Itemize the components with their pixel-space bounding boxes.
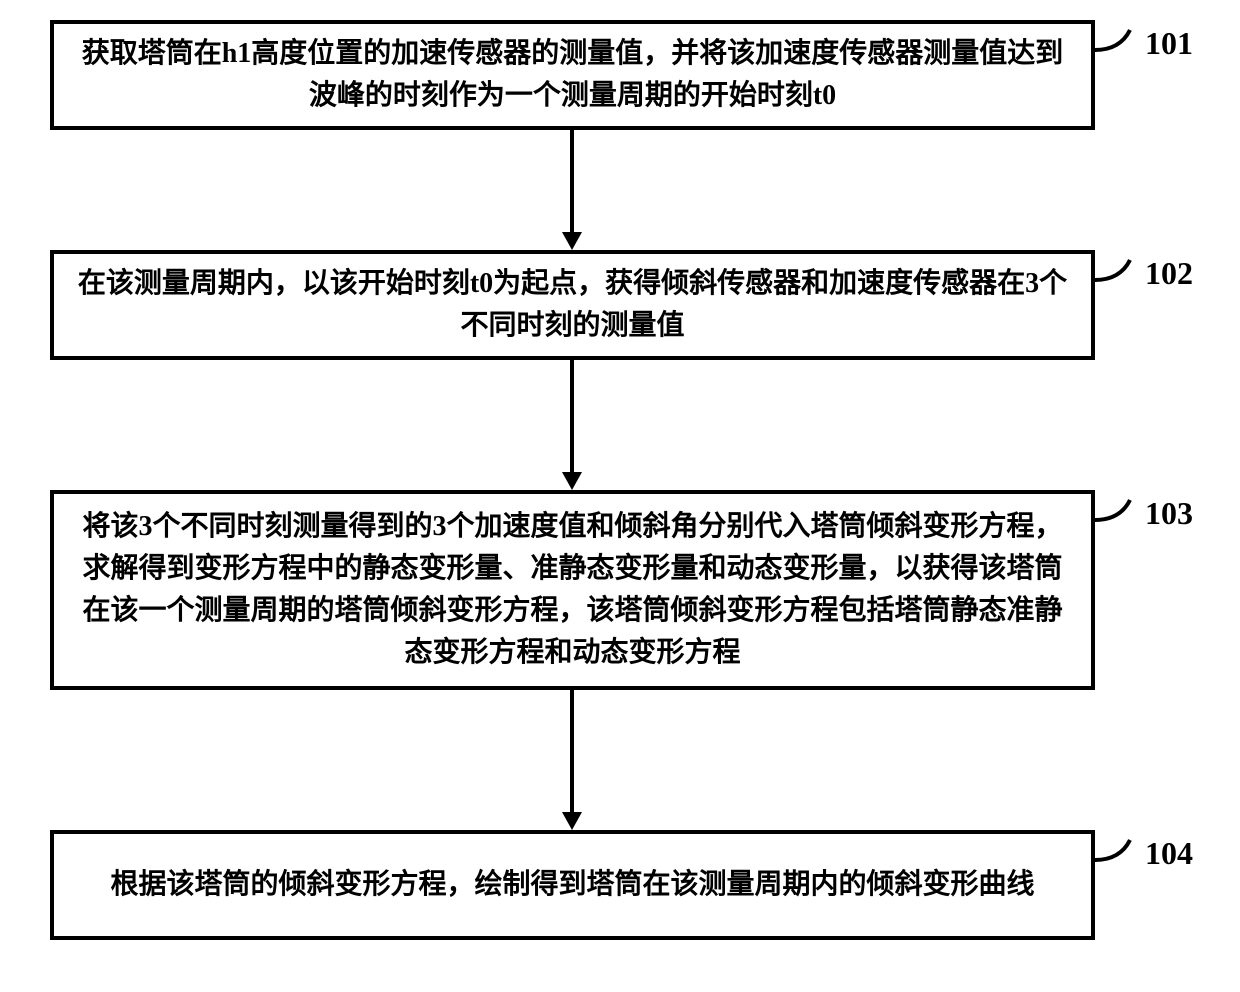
flowchart-container: 获取塔筒在h1高度位置的加速传感器的测量值，并将该加速度传感器测量值达到波峰的时… xyxy=(0,0,1240,992)
step-2-text: 在该测量周期内，以该开始时刻t0为起点，获得倾斜传感器和加速度传感器在3个不同时… xyxy=(74,263,1071,347)
label-connector-1 xyxy=(1095,25,1150,65)
step-1-text: 获取塔筒在h1高度位置的加速传感器的测量值，并将该加速度传感器测量值达到波峰的时… xyxy=(74,33,1071,117)
flowchart-step-4: 根据该塔筒的倾斜变形方程，绘制得到塔筒在该测量周期内的倾斜变形曲线 xyxy=(50,830,1095,940)
arrow-1-line xyxy=(570,130,574,232)
flowchart-step-2: 在该测量周期内，以该开始时刻t0为起点，获得倾斜传感器和加速度传感器在3个不同时… xyxy=(50,250,1095,360)
step-3-text: 将该3个不同时刻测量得到的3个加速度值和倾斜角分别代入塔筒倾斜变形方程，求解得到… xyxy=(74,506,1071,674)
label-connector-4 xyxy=(1095,835,1150,875)
arrow-3-line xyxy=(570,690,574,812)
arrow-2-head xyxy=(562,472,582,490)
step-1-label: 101 xyxy=(1145,25,1193,62)
step-4-text: 根据该塔筒的倾斜变形方程，绘制得到塔筒在该测量周期内的倾斜变形曲线 xyxy=(110,864,1034,906)
arrow-1-head xyxy=(562,232,582,250)
flowchart-step-3: 将该3个不同时刻测量得到的3个加速度值和倾斜角分别代入塔筒倾斜变形方程，求解得到… xyxy=(50,490,1095,690)
label-connector-2 xyxy=(1095,255,1150,295)
step-2-label: 102 xyxy=(1145,255,1193,292)
arrow-3-head xyxy=(562,812,582,830)
step-4-label: 104 xyxy=(1145,835,1193,872)
label-connector-3 xyxy=(1095,495,1150,535)
arrow-2-line xyxy=(570,360,574,472)
step-3-label: 103 xyxy=(1145,495,1193,532)
flowchart-step-1: 获取塔筒在h1高度位置的加速传感器的测量值，并将该加速度传感器测量值达到波峰的时… xyxy=(50,20,1095,130)
